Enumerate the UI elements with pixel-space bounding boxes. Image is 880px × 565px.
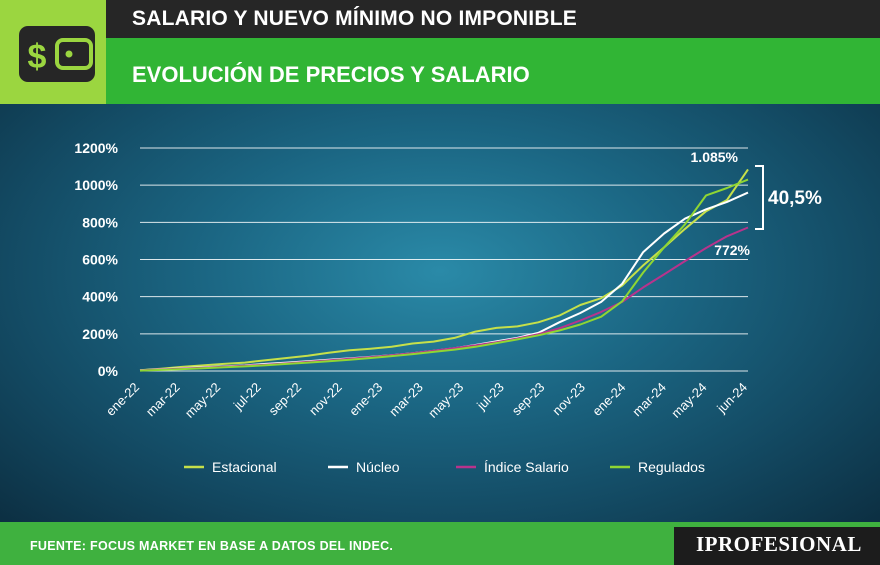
x-tick-label: may-23 xyxy=(425,380,466,421)
y-tick-label: 1200% xyxy=(74,140,118,156)
x-tick-label: jul-23 xyxy=(473,380,507,414)
line-chart: 0%200%400%600%800%1000%1200% ene-22 mar-2… xyxy=(74,140,822,475)
subtitle-bar: EVOLUCIÓN DE PRECIOS Y SALARIO xyxy=(106,38,880,104)
brand-logo-text: IPROFESIONAL xyxy=(696,532,862,556)
x-tick-label: ene-24 xyxy=(589,380,628,419)
x-tick-label: may-24 xyxy=(668,380,709,421)
x-tick-label: nov-22 xyxy=(306,380,345,419)
x-tick-label: may-22 xyxy=(182,380,223,421)
annotation-gap-value: 40,5% xyxy=(768,188,822,209)
chart-area: 0% 200% 400% 600% 800% 1000% 1200% ene-22 mar-2… xyxy=(0,104,880,522)
x-tick-label: mar-24 xyxy=(629,380,669,420)
x-tick-label: ene-23 xyxy=(346,380,385,419)
x-tick-label: ene-22 xyxy=(103,380,142,419)
source-note: FUENTE: FOCUS MARKET EN BASE A DATOS DEL… xyxy=(30,539,394,553)
brand-logo: IPROFESIONAL xyxy=(674,527,880,565)
icon-box: $ xyxy=(0,0,106,104)
legend-label: Núcleo xyxy=(356,459,400,475)
x-tick-label: jun-24 xyxy=(713,380,750,417)
svg-text:$: $ xyxy=(28,38,47,76)
legend-label: Regulados xyxy=(638,459,705,475)
series-lines xyxy=(139,168,749,372)
x-tick-label: nov-23 xyxy=(549,380,588,419)
gap-bracket xyxy=(755,165,764,230)
x-tick-label: mar-23 xyxy=(386,380,426,420)
legend: Estacional Núcleo Índice Salario Regulados xyxy=(184,459,705,475)
annotation-top-value: 1.085% xyxy=(691,149,739,165)
series-line-índice-salario xyxy=(139,226,749,372)
y-axis-ticks: 0% 200% 400% 600% 800% 1000% 1200% xyxy=(74,140,118,379)
y-tick-label: 600% xyxy=(82,252,118,268)
y-tick-label: 1000% xyxy=(74,177,118,193)
y-tick-label: 800% xyxy=(82,214,118,230)
x-tick-label: jul-22 xyxy=(230,380,264,414)
legend-label: Índice Salario xyxy=(484,459,569,475)
x-tick-label: mar-22 xyxy=(143,380,183,420)
x-tick-label: sep-22 xyxy=(266,380,305,419)
y-tick-label: 400% xyxy=(82,289,118,305)
grid-lines xyxy=(140,147,748,372)
header-bar: SALARIO Y NUEVO MÍNIMO NO IMPONIBLE xyxy=(0,0,880,38)
series-line-regulados xyxy=(139,178,749,372)
wallet-dollar-icon: $ xyxy=(19,26,95,82)
page-title: SALARIO Y NUEVO MÍNIMO NO IMPONIBLE xyxy=(132,7,577,30)
legend-label: Estacional xyxy=(212,459,277,475)
chart-title: EVOLUCIÓN DE PRECIOS Y SALARIO xyxy=(132,62,530,87)
series-line-núcleo xyxy=(139,191,749,372)
x-tick-label: sep-23 xyxy=(509,380,548,419)
y-tick-label: 0% xyxy=(98,363,119,379)
x-axis-ticks: ene-22 mar-22 may-22 jul-22 sep-22 nov-22 ene-… xyxy=(103,380,750,421)
series-line-estacional xyxy=(139,168,749,372)
y-tick-label: 200% xyxy=(82,326,118,342)
annotation-salary-value: 772% xyxy=(714,242,750,258)
